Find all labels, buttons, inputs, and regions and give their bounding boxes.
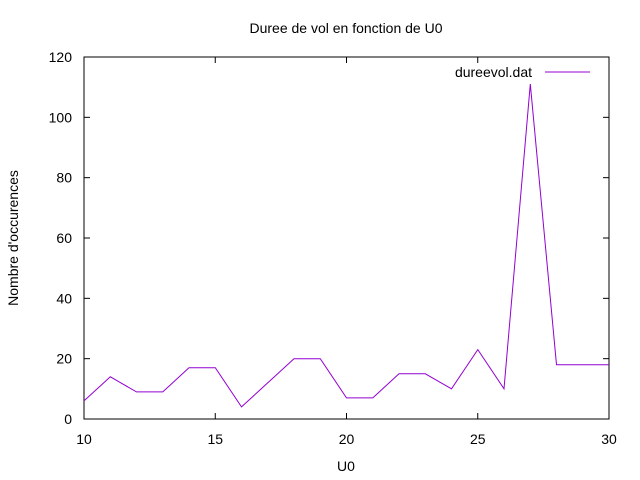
y-axis-label: Nombre d'occurences: [5, 170, 21, 306]
y-tick-label: 60: [56, 230, 72, 246]
x-tick-label: 20: [339, 431, 355, 447]
x-tick-label: 30: [601, 431, 617, 447]
series-group: [83, 84, 609, 408]
y-tick-label: 120: [49, 49, 73, 65]
y-tick-label: 20: [56, 351, 72, 367]
y-tick-label: 0: [64, 411, 72, 427]
chart-title: Duree de vol en fonction de U0: [249, 20, 442, 36]
y-tick-label: 80: [56, 170, 72, 186]
legend-label: dureevol.dat: [455, 64, 532, 80]
y-tick-label: 40: [56, 290, 72, 306]
x-tick-label: 15: [207, 431, 223, 447]
plot-frame: [83, 56, 610, 420]
series-line: [83, 84, 609, 408]
tick-group: 10 15 20 25 30 0 20 40 60 80 100 120: [49, 49, 617, 447]
x-tick-label: 10: [76, 431, 92, 447]
legend: dureevol.dat: [455, 64, 590, 80]
x-axis-label: U0: [337, 458, 355, 474]
y-tick-label: 100: [49, 109, 73, 125]
x-tick-label: 25: [470, 431, 486, 447]
